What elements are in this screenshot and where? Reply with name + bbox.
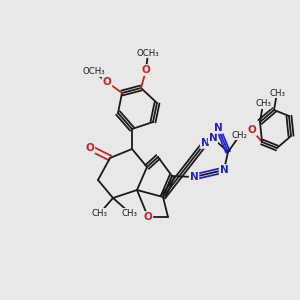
Text: O: O [142, 65, 150, 75]
Text: CH₃: CH₃ [122, 208, 138, 217]
Text: O: O [248, 125, 256, 135]
Text: OCH₃: OCH₃ [136, 49, 159, 58]
Text: OCH₃: OCH₃ [82, 68, 105, 76]
Text: N: N [190, 172, 198, 182]
Text: O: O [103, 77, 111, 87]
Text: CH₃: CH₃ [92, 208, 108, 217]
Text: O: O [144, 212, 152, 222]
Text: CH₃: CH₃ [269, 88, 285, 98]
Text: N: N [214, 123, 222, 133]
Text: N: N [220, 165, 228, 175]
Text: CH₂: CH₂ [232, 130, 248, 140]
Text: N: N [208, 133, 217, 143]
Text: CH₃: CH₃ [255, 100, 271, 109]
Text: N: N [201, 138, 209, 148]
Text: O: O [85, 143, 94, 153]
